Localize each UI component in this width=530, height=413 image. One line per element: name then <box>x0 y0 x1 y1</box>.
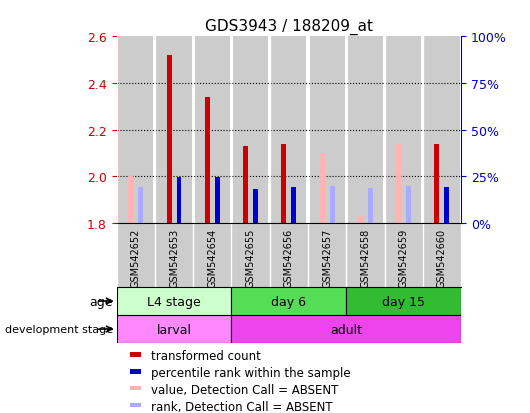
Bar <box>117 315 232 343</box>
Text: L4 stage: L4 stage <box>147 295 201 308</box>
Bar <box>176 178 181 223</box>
Text: rank, Detection Call = ABSENT: rank, Detection Call = ABSENT <box>151 399 333 413</box>
Bar <box>368 189 373 223</box>
Text: transformed count: transformed count <box>151 349 261 362</box>
Text: GSM542655: GSM542655 <box>245 228 255 288</box>
Bar <box>232 315 461 343</box>
Text: GSM542653: GSM542653 <box>169 228 179 287</box>
Text: GSM542654: GSM542654 <box>207 228 217 287</box>
Bar <box>215 178 220 223</box>
Bar <box>396 144 401 223</box>
Bar <box>128 177 133 223</box>
Bar <box>117 287 232 315</box>
Bar <box>130 403 141 407</box>
Bar <box>138 188 143 223</box>
Text: GSM542660: GSM542660 <box>437 228 447 287</box>
Bar <box>253 190 258 223</box>
Text: GSM542658: GSM542658 <box>360 228 370 287</box>
Bar <box>445 188 449 223</box>
Bar <box>358 216 363 223</box>
Text: age: age <box>90 295 113 308</box>
Text: development stage: development stage <box>5 324 113 334</box>
Bar <box>156 37 192 223</box>
Bar <box>243 147 248 223</box>
Text: larval: larval <box>156 323 191 336</box>
Text: day 6: day 6 <box>271 295 306 308</box>
Bar <box>232 287 346 315</box>
Bar <box>130 353 141 357</box>
Bar <box>130 386 141 390</box>
Bar <box>271 37 306 223</box>
Bar <box>346 287 461 315</box>
Bar <box>406 187 411 223</box>
Bar <box>292 188 296 223</box>
Text: GSM542657: GSM542657 <box>322 228 332 288</box>
Text: value, Detection Call = ABSENT: value, Detection Call = ABSENT <box>151 383 339 396</box>
Text: GSM542656: GSM542656 <box>284 228 294 287</box>
Text: adult: adult <box>330 323 363 336</box>
Bar <box>118 37 153 223</box>
Bar <box>425 37 460 223</box>
Text: GSM542659: GSM542659 <box>399 228 409 287</box>
Bar <box>195 37 230 223</box>
Title: GDS3943 / 188209_at: GDS3943 / 188209_at <box>205 18 373 34</box>
Bar <box>330 187 334 223</box>
Text: percentile rank within the sample: percentile rank within the sample <box>151 366 351 379</box>
Bar <box>130 369 141 374</box>
Bar <box>386 37 421 223</box>
Text: day 15: day 15 <box>382 295 425 308</box>
Bar <box>348 37 383 223</box>
Bar <box>435 144 439 223</box>
Bar <box>320 154 325 223</box>
Bar <box>166 56 172 223</box>
Bar <box>205 98 210 223</box>
Text: GSM542652: GSM542652 <box>131 228 141 288</box>
Bar <box>233 37 268 223</box>
Bar <box>281 144 286 223</box>
Bar <box>310 37 344 223</box>
